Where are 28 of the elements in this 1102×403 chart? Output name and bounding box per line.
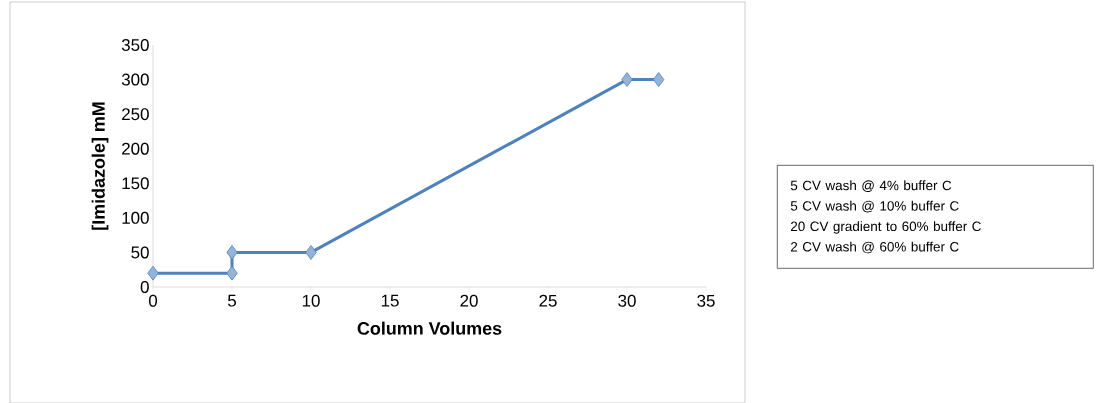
x-axis-title: Column Volumes	[357, 321, 502, 335]
y-tick-label: 0	[140, 281, 149, 293]
point	[226, 265, 238, 281]
y-axis-title: [Imidazole] mM	[91, 102, 109, 230]
x-tick-label: 0	[148, 294, 158, 307]
x-tick-label: 25	[539, 294, 557, 307]
text: 5 CV wash @ 10% buffer C	[790, 200, 959, 213]
x-tick-label: 15	[381, 294, 399, 307]
y-tick-label: 100	[122, 211, 149, 224]
y-tick-label: 50	[131, 246, 149, 259]
y-tick-label: 150	[122, 177, 149, 190]
y-tick-label: 350	[121, 39, 149, 51]
text: 20 CV gradient to 60% buffer C	[790, 221, 981, 234]
x-tick-label: 10	[302, 294, 320, 307]
text: 5 CV wash @ 4% buffer C	[790, 180, 952, 192]
text: 2 CV wash @ 60% buffer C	[790, 241, 959, 254]
point	[226, 245, 238, 260]
x-tick-label: 30	[618, 294, 636, 307]
x-tick-label: 35	[697, 294, 715, 307]
point	[652, 72, 665, 87]
x-tick-label: 5	[227, 294, 236, 307]
y-tick-label: 200	[122, 142, 149, 155]
x-tick-label: 20	[460, 294, 478, 307]
point	[621, 72, 633, 87]
y-tick-label: 300	[121, 73, 149, 86]
point	[305, 245, 317, 260]
y-tick-label: 250	[122, 108, 149, 121]
point	[147, 265, 159, 281]
